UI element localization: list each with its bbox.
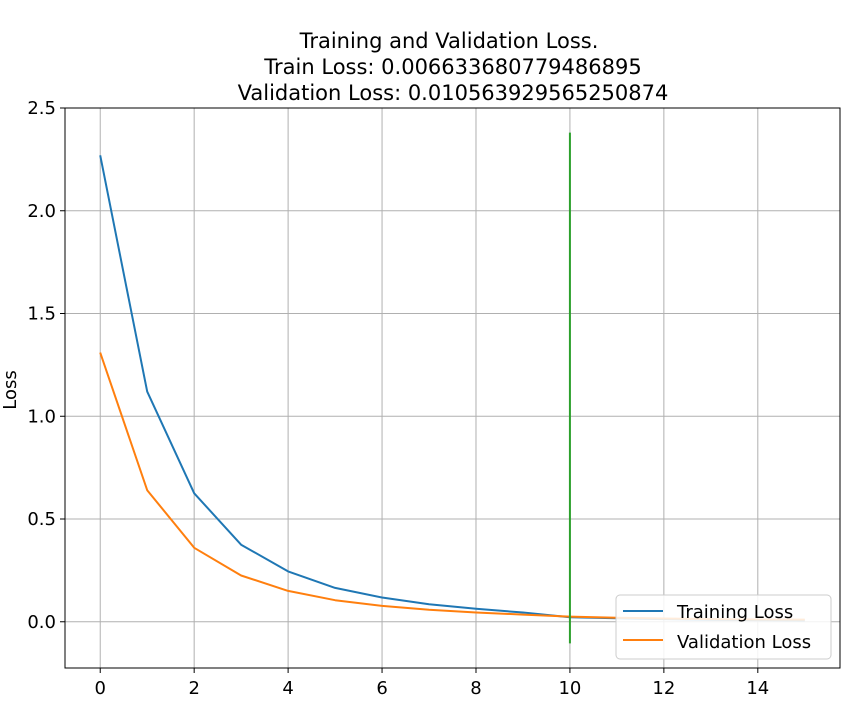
x-tick-label: 14 [746,678,769,699]
legend-label-training: Training Loss [676,602,793,623]
y-tick-label: 0.5 [27,509,56,530]
x-tick-label: 8 [470,678,481,699]
x-tick-label: 10 [558,678,581,699]
legend: Training Loss Validation Loss [615,594,832,660]
y-tick-label: 1.0 [27,406,56,427]
y-axis-label: Loss [0,370,21,409]
legend-label-validation: Validation Loss [677,632,811,653]
y-tick-label: 1.5 [27,304,56,325]
title-line-3: Validation Loss: 0.010563929565250874 [238,81,669,105]
grid [65,107,840,668]
y-tick-label: 0.0 [27,612,56,633]
series-line-training [99,155,805,622]
y-tick-label: 2.0 [27,201,56,222]
y-tick-label: 2.5 [27,98,56,119]
x-tick-label: 4 [282,678,293,699]
chart-title: Training and Validation Loss. Train Loss… [238,29,669,105]
x-tick-label: 0 [95,678,106,699]
x-tick-label: 12 [652,678,675,699]
title-line-2: Train Loss: 0.006633680779486895 [263,55,641,79]
x-tick-label: 2 [188,678,199,699]
x-tick-label: 6 [376,678,387,699]
axis-ticks: 0 2 4 6 8 10 12 14 0.0 0.5 1.0 1.5 2.0 2.5 [27,98,769,699]
series-lines [99,132,805,644]
series-line-validation [99,352,805,621]
legend-box [615,594,832,660]
title-line-1: Training and Validation Loss. [299,29,599,53]
plot-frame [64,107,841,669]
